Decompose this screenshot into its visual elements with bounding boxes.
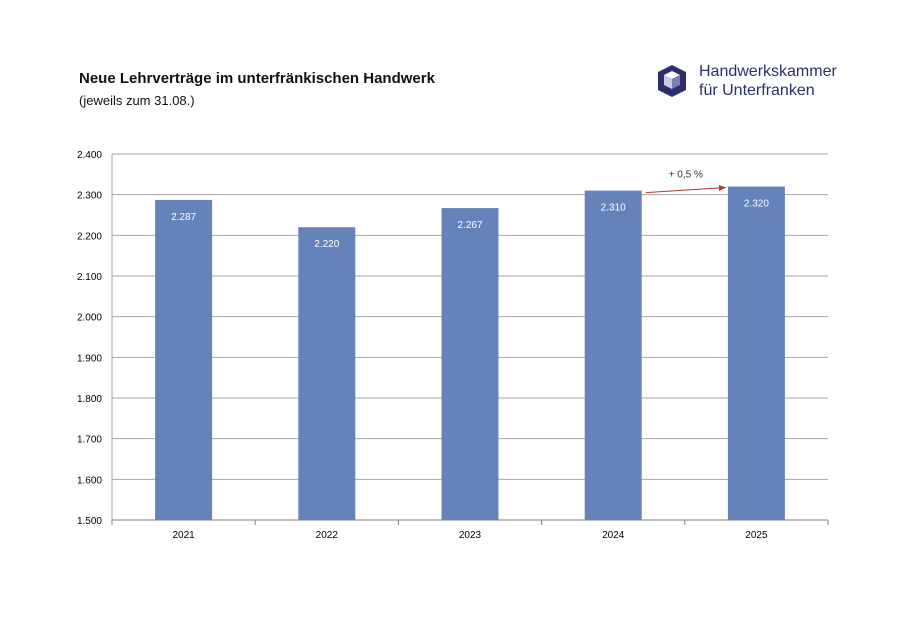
x-tick-label: 2022 — [316, 530, 339, 541]
bar-value-label: 2.267 — [457, 220, 482, 231]
bars: 2.287 2.220 2.267 2.310 2.320 — [155, 186, 785, 521]
y-tick-label: 2.200 — [77, 231, 102, 242]
y-tick-label: 1.700 — [77, 435, 102, 446]
y-tick-label: 2.000 — [77, 313, 102, 324]
chart-title: Neue Lehrverträge im unterfränkischen Ha… — [79, 70, 435, 87]
bar-value-label: 2.287 — [171, 212, 196, 223]
x-tick-label: 2024 — [602, 530, 625, 541]
x-axis — [111, 519, 829, 525]
bar-value-label: 2.220 — [314, 239, 339, 250]
x-tick-label: 2023 — [459, 530, 482, 541]
y-tick-label: 1.600 — [77, 475, 102, 486]
y-tick-label: 1.500 — [77, 516, 102, 527]
bar-value-label: 2.310 — [601, 203, 626, 214]
logo-text-line2: für Unterfranken — [699, 82, 815, 99]
bar — [584, 190, 642, 520]
bar — [298, 227, 356, 520]
growth-arrow — [645, 184, 726, 194]
y-tick-label: 1.900 — [77, 353, 102, 364]
bar — [441, 208, 499, 520]
y-tick-label: 2.100 — [77, 272, 102, 283]
chart-subtitle: (jeweils zum 31.08.) — [79, 93, 195, 108]
y-axis-labels: 1.500 1.600 1.700 1.800 1.900 2.000 2.100 2.200… — [77, 150, 102, 527]
growth-annotation-label: + 0,5 % — [669, 170, 703, 181]
x-axis-labels: 2021 2022 2023 2024 2025 — [172, 530, 767, 541]
cube-logo-icon — [658, 65, 686, 97]
bar — [155, 199, 213, 520]
growth-annotation: + 0,5 % — [645, 170, 726, 194]
logo: Handwerkskammer für Unterfranken — [655, 62, 837, 100]
y-tick-label: 2.400 — [77, 150, 102, 161]
bar — [727, 186, 785, 521]
x-tick-label: 2021 — [172, 530, 195, 541]
bar-value-label: 2.320 — [744, 199, 769, 210]
x-tick-label: 2025 — [745, 530, 768, 541]
y-tick-label: 2.300 — [77, 191, 102, 202]
y-tick-label: 1.800 — [77, 394, 102, 405]
logo-text-line1: Handwerkskammer — [699, 63, 837, 80]
